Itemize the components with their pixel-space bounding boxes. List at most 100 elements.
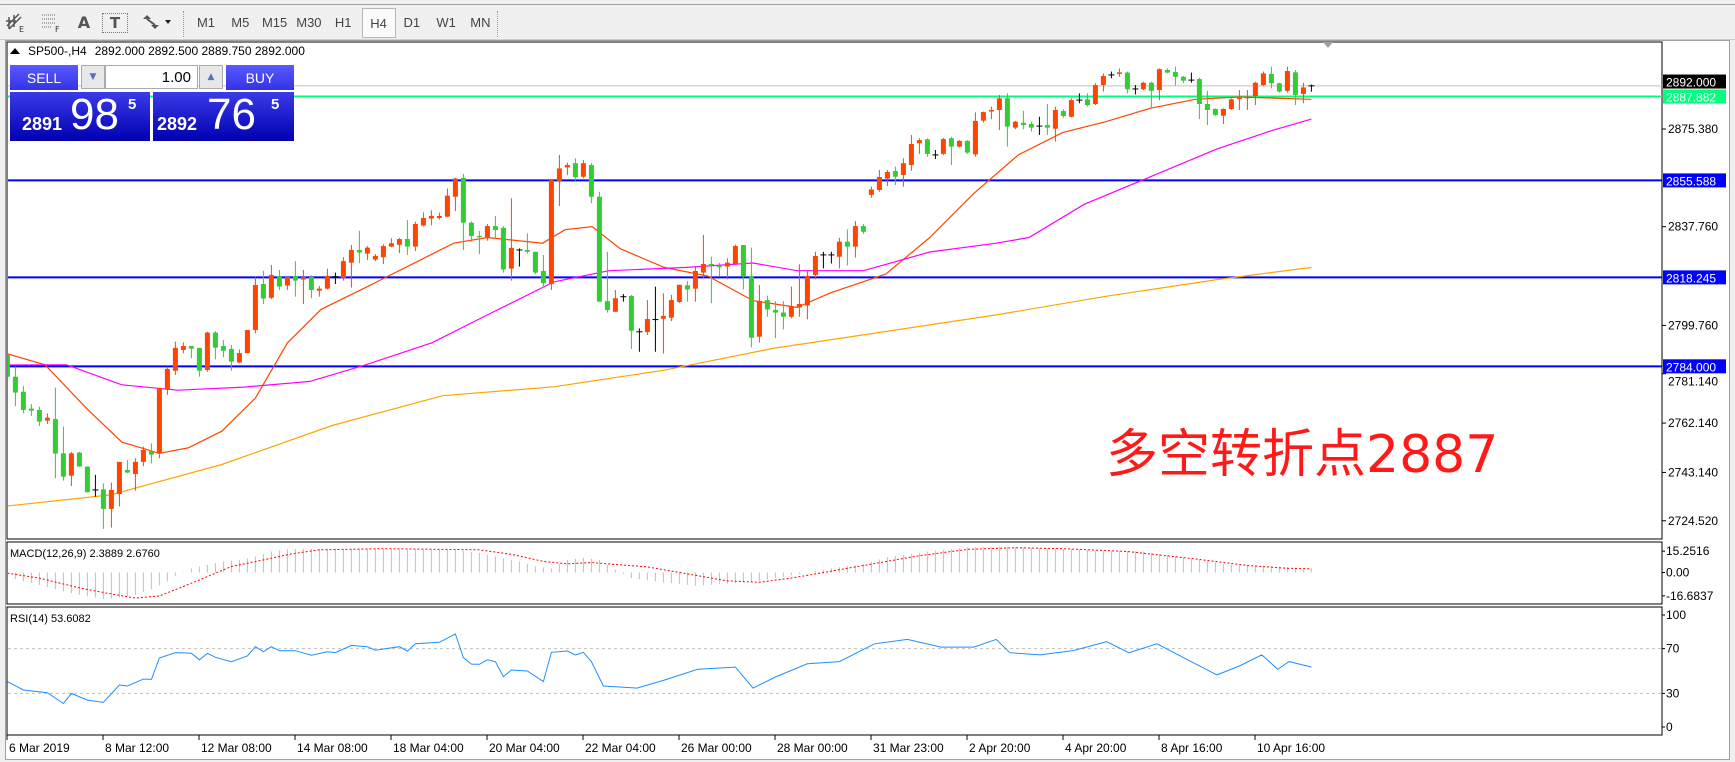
volume-up-button[interactable]: ▲: [199, 65, 223, 89]
timeframe-w1-button[interactable]: W1: [436, 14, 456, 30]
chart-window[interactable]: [5, 40, 1730, 760]
candle-body: [1116, 72, 1122, 74]
candle-body: [268, 274, 274, 298]
volume-down-button[interactable]: ▼: [81, 65, 105, 89]
candle-body: [1020, 122, 1026, 126]
candle-body: [8, 354, 10, 377]
volume-input[interactable]: 1.00: [105, 65, 198, 89]
candle: [412, 221, 418, 252]
candle-body: [348, 249, 354, 263]
candle-body: [308, 276, 314, 290]
arrows-dropdown-icon[interactable]: [140, 8, 176, 36]
candle: [1116, 68, 1122, 77]
price-tag-bg: [1663, 89, 1726, 104]
candle-body: [116, 461, 122, 495]
text-box-icon[interactable]: T: [102, 13, 128, 33]
macd-axis-label: 0.00: [1666, 566, 1690, 580]
candle: [884, 169, 890, 187]
candle: [964, 140, 970, 154]
chevron-up-icon: ▲: [207, 72, 215, 82]
candle-body: [956, 140, 962, 147]
candle-body: [20, 391, 26, 410]
candle-body: [796, 303, 802, 308]
price-tag-pivot: 2887.882: [1666, 91, 1716, 105]
candle: [1268, 66, 1274, 89]
candle: [1004, 93, 1010, 147]
sell-price-box[interactable]: 2891 98 5: [10, 90, 150, 141]
candle: [1220, 108, 1226, 125]
rsi-axis-label: 70: [1666, 642, 1680, 656]
buy-button[interactable]: BUY: [226, 65, 294, 90]
rsi-axis-label: 0: [1666, 720, 1673, 734]
candle-body: [180, 346, 186, 350]
candle: [780, 301, 786, 330]
price-tag-level: 2818.245: [1666, 271, 1716, 285]
macd-signal-line: [8, 547, 1312, 599]
candle: [764, 295, 770, 317]
symbol-label: SP500-,H4: [28, 44, 87, 58]
grid-f-icon[interactable]: F: [38, 8, 64, 36]
candle: [1076, 93, 1083, 104]
candle-body: [892, 171, 898, 177]
candle: [36, 406, 42, 427]
candle-body: [972, 120, 978, 155]
timeframe-mn-button[interactable]: MN: [470, 14, 491, 30]
candle: [684, 281, 690, 302]
candle: [316, 286, 322, 297]
candle: [236, 349, 242, 364]
collapse-triangle-icon[interactable]: [10, 48, 20, 54]
candle-body: [836, 241, 842, 257]
candle: [1212, 108, 1218, 116]
candle-body: [980, 112, 986, 121]
candle-body: [156, 387, 162, 454]
candle: [812, 251, 818, 280]
candle-body: [700, 263, 706, 273]
buy-price-box[interactable]: 2892 76 5: [153, 90, 294, 141]
candle: [1260, 71, 1266, 87]
candle: [1132, 85, 1139, 95]
timeframe-d1-button[interactable]: D1: [403, 14, 421, 30]
candle-body: [1004, 98, 1010, 127]
candle: [1244, 89, 1250, 110]
candle: [1140, 81, 1146, 90]
timeframe-h1-button[interactable]: H1: [334, 14, 352, 30]
candle: [1188, 72, 1195, 83]
timeframe-m1-button[interactable]: M1: [196, 14, 216, 30]
candle-body: [12, 376, 18, 393]
candle: [44, 413, 50, 424]
candle: [164, 366, 170, 395]
period-separator-e-icon[interactable]: E: [2, 8, 28, 36]
timeframe-m5-button[interactable]: M5: [231, 14, 250, 30]
candle: [724, 258, 730, 280]
candle: [1100, 73, 1106, 92]
candle: [60, 426, 66, 481]
candle: [668, 294, 674, 322]
candle-body: [668, 300, 674, 318]
candle-body: [1156, 69, 1162, 90]
text-label-icon[interactable]: A: [77, 12, 91, 32]
timeframe-h4-button[interactable]: H4: [361, 8, 396, 38]
timeframe-m30-button[interactable]: M30: [296, 14, 322, 30]
candle: [836, 237, 842, 269]
candle: [820, 251, 827, 269]
candle-body: [732, 246, 738, 264]
plot-layer: [8, 546, 1312, 600]
candle-body: [860, 226, 866, 232]
timeframe-m15-button[interactable]: M15: [261, 14, 288, 30]
price-axis-label: 2743.140: [1668, 465, 1718, 479]
time-axis-label: 18 Mar 04:00: [393, 741, 464, 755]
candle-body: [1228, 99, 1234, 109]
sell-button[interactable]: SELL: [10, 65, 78, 90]
candle-body: [884, 172, 890, 179]
candle-body: [716, 266, 722, 268]
candle: [620, 294, 627, 302]
candle: [996, 94, 1002, 130]
candle-body: [1052, 109, 1058, 129]
candle: [1148, 81, 1154, 108]
candle-body: [228, 348, 234, 362]
candle-body: [300, 276, 306, 280]
candle: [660, 293, 666, 354]
candle: [332, 272, 339, 284]
price-axis-label: 2799.760: [1668, 318, 1718, 332]
